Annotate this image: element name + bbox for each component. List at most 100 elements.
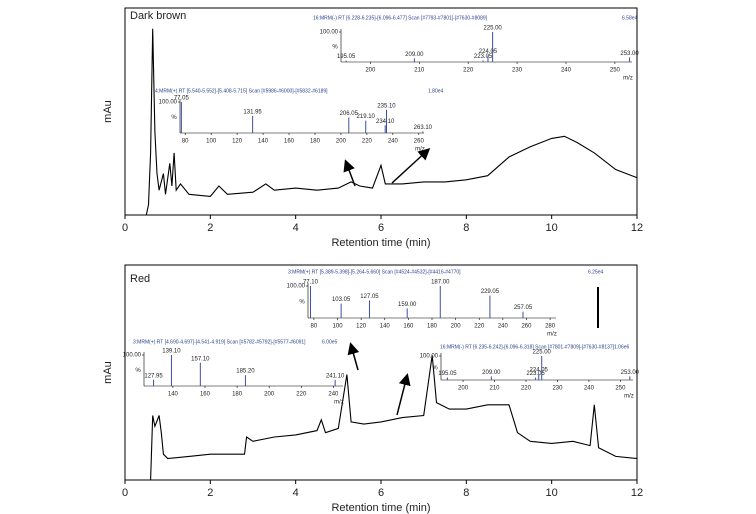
intensity-label: 6.25e4 bbox=[588, 269, 604, 275]
arrow bbox=[391, 147, 431, 184]
x-tick-label: 160 bbox=[200, 392, 211, 398]
x-tick-label: 180 bbox=[232, 392, 243, 398]
x-tick-label: 4 bbox=[293, 487, 299, 499]
panel-title: Dark brown bbox=[130, 10, 186, 22]
x-tick-label: 230 bbox=[552, 386, 563, 392]
y-axis-label: % bbox=[135, 368, 141, 374]
y-axis-label: % bbox=[299, 300, 305, 306]
spectrum-header: 3:MRM(+) RT [5.389-5.398]-[5.264-5.660] … bbox=[288, 269, 461, 275]
x-tick-label: 160 bbox=[403, 324, 414, 330]
y-tick-label: 100.00 bbox=[420, 354, 439, 360]
peak-label: 235.10 bbox=[377, 103, 396, 109]
x-tick-label: 180 bbox=[427, 324, 438, 330]
peak-label: 223.05 bbox=[526, 371, 545, 377]
x-tick-label: 220 bbox=[521, 386, 532, 392]
x-axis-label: m/z bbox=[624, 394, 634, 400]
spectrum-header: 3:MRM(+) RT [4.690-4.697]-[4.541-4.919] … bbox=[133, 339, 306, 345]
x-tick-label: 200 bbox=[458, 386, 469, 392]
peak-label: 263.10 bbox=[414, 125, 433, 131]
peak-label: 225.00 bbox=[483, 26, 502, 32]
spectrum-header: 16:MRM(-) RT [6.228-6.235]-[6.096-6.477]… bbox=[313, 15, 488, 21]
y-tick-label: 100.00 bbox=[123, 353, 142, 359]
x-tick-label: 240 bbox=[561, 68, 572, 74]
x-tick-label: 250 bbox=[615, 386, 626, 392]
y-tick-label: 100.00 bbox=[159, 100, 178, 106]
arrow bbox=[347, 342, 360, 371]
chromatogram-trace bbox=[150, 355, 638, 481]
peak-label: 219.10 bbox=[357, 114, 376, 120]
x-tick-label: 6 bbox=[378, 487, 384, 499]
x-tick-label: 180 bbox=[310, 139, 321, 145]
x-tick-label: 120 bbox=[232, 139, 243, 145]
x-tick-label: 2 bbox=[207, 487, 213, 499]
x-tick-label: 6 bbox=[378, 222, 384, 234]
peak-label: 185.20 bbox=[236, 369, 255, 375]
x-tick-label: 280 bbox=[545, 324, 556, 330]
x-tick-label: 2 bbox=[207, 222, 213, 234]
peak-label: 209.00 bbox=[482, 370, 501, 376]
peak-label: 131.95 bbox=[243, 110, 262, 116]
x-tick-label: 100 bbox=[333, 324, 344, 330]
x-tick-label: 250 bbox=[610, 68, 621, 74]
x-tick-label: 160 bbox=[284, 139, 295, 145]
x-tick-label: 140 bbox=[168, 392, 179, 398]
peak-label: 223.05 bbox=[474, 54, 493, 60]
arrow bbox=[343, 159, 356, 187]
x-axis-label: m/z bbox=[334, 400, 344, 406]
y-tick-label: 100.00 bbox=[320, 30, 339, 36]
x-tick-label: 220 bbox=[463, 68, 474, 74]
y-axis-label: % bbox=[332, 45, 338, 51]
peak-label: 253.00 bbox=[620, 51, 639, 57]
peak-label: 241.10 bbox=[326, 373, 345, 379]
x-tick-label: 10 bbox=[546, 222, 558, 234]
x-tick-label: 12 bbox=[631, 222, 643, 234]
peak-label: 224.05 bbox=[530, 368, 549, 374]
peak-label: 206.05 bbox=[340, 111, 359, 117]
x-tick-label: 120 bbox=[356, 324, 367, 330]
x-tick-label: 240 bbox=[498, 324, 509, 330]
peak-label: 187.00 bbox=[431, 280, 450, 286]
peak-label: 103.05 bbox=[332, 297, 351, 303]
x-tick-label: 0 bbox=[122, 222, 128, 234]
x-tick-label: 80 bbox=[182, 139, 189, 145]
x-tick-label: 220 bbox=[474, 324, 485, 330]
peak-label: 225.00 bbox=[533, 350, 552, 356]
arrow bbox=[396, 373, 411, 416]
peak-label: 229.05 bbox=[481, 289, 500, 295]
x-tick-label: 220 bbox=[362, 139, 373, 145]
x-tick-label: 230 bbox=[512, 68, 523, 74]
peak-label: 159.00 bbox=[398, 302, 417, 308]
x-tick-label: 210 bbox=[490, 386, 501, 392]
x-tick-label: 220 bbox=[296, 392, 307, 398]
x-tick-label: 240 bbox=[584, 386, 595, 392]
x-tick-label: 140 bbox=[380, 324, 391, 330]
peak-label: 257.05 bbox=[514, 305, 533, 311]
x-tick-label: 10 bbox=[546, 487, 558, 499]
x-tick-label: 140 bbox=[258, 139, 269, 145]
x-tick-label: 200 bbox=[264, 392, 275, 398]
intensity-label: 1.80e4 bbox=[428, 88, 444, 94]
x-tick-label: 12 bbox=[631, 487, 643, 499]
x-tick-label: 240 bbox=[388, 139, 399, 145]
peak-label: 139.10 bbox=[162, 349, 181, 355]
plot-frame bbox=[124, 7, 638, 216]
x-tick-label: 260 bbox=[521, 324, 532, 330]
spectrum-header: 4:MRM(+) RT [5.540-5.552]-[5.408-5.715] … bbox=[155, 88, 328, 94]
spectrum-header: 16:MRM(-) RT [6.235-6.242]-[6.096-6.318]… bbox=[440, 344, 615, 350]
x-tick-label: 200 bbox=[451, 324, 462, 330]
peak-label: 127.95 bbox=[144, 373, 163, 379]
y-axis-label: % bbox=[432, 366, 438, 372]
plot-frame bbox=[124, 264, 638, 481]
intensity-label: 6.58e4 bbox=[622, 15, 638, 21]
x-axis-label: m/z bbox=[623, 76, 633, 82]
x-tick-label: 8 bbox=[463, 222, 469, 234]
x-axis-label: Retention time (min) bbox=[331, 502, 430, 514]
chromatogram-trace bbox=[145, 28, 638, 216]
peak-label: 209.00 bbox=[405, 52, 424, 58]
x-tick-label: 8 bbox=[463, 487, 469, 499]
x-tick-label: 210 bbox=[414, 68, 425, 74]
x-axis-label: m/z bbox=[415, 147, 425, 153]
peak-label: 157.10 bbox=[191, 356, 210, 362]
x-tick-label: 260 bbox=[414, 139, 425, 145]
